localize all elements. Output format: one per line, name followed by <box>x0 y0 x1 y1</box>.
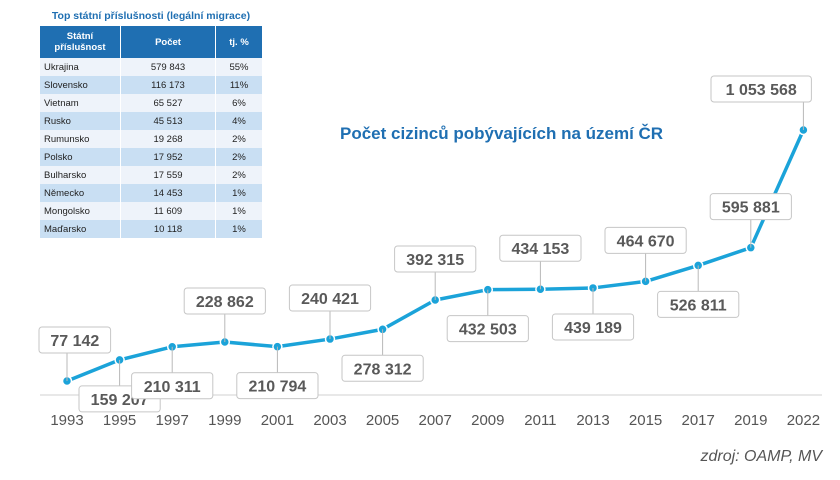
table-row: Ukrajina 579 843 55% <box>40 58 262 76</box>
x-tick-label: 1993 <box>50 412 83 429</box>
data-label: 434 153 <box>511 241 569 258</box>
data-label: 77 142 <box>50 333 99 350</box>
table-body: Ukrajina 579 843 55% Slovensko 116 173 11% Vie… <box>40 58 262 238</box>
callout-box <box>499 234 582 262</box>
callout-box <box>709 193 792 221</box>
cell-count: 116 173 <box>120 76 216 94</box>
data-label: 392 315 <box>406 252 464 269</box>
callout-box <box>551 313 635 341</box>
data-label: 526 811 <box>670 297 727 314</box>
x-tick-label: 1999 <box>208 412 241 429</box>
cell-nationality: Rusko <box>40 112 121 130</box>
nationality-table-panel: Top státní příslušnosti (legální migrace… <box>40 10 262 238</box>
x-tick-label: 2022 <box>787 412 820 429</box>
callout-box <box>710 75 812 103</box>
cell-percent: 1% <box>215 220 262 238</box>
callout-box <box>183 287 266 315</box>
cell-percent: 11% <box>215 76 262 94</box>
cell-percent: 1% <box>215 184 262 202</box>
cell-percent: 2% <box>215 130 262 148</box>
callout-box <box>657 290 740 318</box>
cell-nationality: Ukrajina <box>40 58 121 76</box>
x-tick-label: 1995 <box>103 412 136 429</box>
cell-percent: 6% <box>215 94 262 112</box>
x-tick-label: 2009 <box>471 412 504 429</box>
data-label: 210 794 <box>248 379 306 396</box>
table-row: Bulharsko 17 559 2% <box>40 166 262 184</box>
table-title: Top státní příslušnosti (legální migrace… <box>51 10 251 22</box>
table-row: Polsko 17 952 2% <box>40 148 262 166</box>
callout-box <box>288 284 372 312</box>
cell-count: 579 843 <box>120 58 216 76</box>
cell-count: 17 559 <box>120 166 216 184</box>
data-label: 278 312 <box>354 361 412 378</box>
x-tick-label: 2005 <box>366 412 399 429</box>
cell-percent: 4% <box>215 112 262 130</box>
x-tick-label: 1997 <box>156 412 189 429</box>
callout-box <box>131 372 214 400</box>
x-tick-label: 2003 <box>313 412 346 429</box>
cell-count: 45 513 <box>120 112 216 130</box>
x-tick-label: 2017 <box>682 412 715 429</box>
cell-percent: 55% <box>215 58 262 76</box>
cell-nationality: Vietnam <box>40 94 121 112</box>
cell-nationality: Maďarsko <box>40 220 121 238</box>
cell-nationality: Rumunsko <box>40 130 121 148</box>
table-header-row: Státní příslušnost Počet tj. % <box>40 26 262 58</box>
source-note: zdroj: OAMP, MV <box>700 448 822 465</box>
table-row: Maďarsko 10 118 1% <box>40 220 262 238</box>
callout-box <box>236 372 319 400</box>
x-tick-label: 2011 <box>524 412 556 429</box>
data-label: 439 189 <box>564 320 622 337</box>
x-tick-label: 2001 <box>261 412 294 429</box>
cell-nationality: Polsko <box>40 148 121 166</box>
data-label: 595 881 <box>722 200 780 217</box>
cell-nationality: Slovensko <box>40 76 121 94</box>
header-nationality: Státní příslušnost <box>40 26 121 58</box>
x-tick-label: 2007 <box>419 412 452 429</box>
cell-count: 14 453 <box>120 184 216 202</box>
chart-title: Počet cizinců pobývajících na území ČR <box>340 124 664 143</box>
callout-box <box>604 226 687 254</box>
data-label: 240 421 <box>301 291 359 308</box>
data-label: 210 311 <box>144 379 201 396</box>
data-label: 1 053 568 <box>726 82 797 99</box>
cell-nationality: Bulharsko <box>40 166 121 184</box>
cell-count: 17 952 <box>120 148 216 166</box>
cell-nationality: Mongolsko <box>40 202 121 220</box>
header-count: Počet <box>120 26 216 58</box>
data-label: 228 862 <box>196 294 254 311</box>
table-row: Vietnam 65 527 6% <box>40 94 262 112</box>
data-label: 432 503 <box>459 322 517 339</box>
header-percent: tj. % <box>215 26 262 58</box>
table-row: Slovensko 116 173 11% <box>40 76 262 94</box>
cell-count: 65 527 <box>120 94 216 112</box>
cell-count: 19 268 <box>120 130 216 148</box>
cell-count: 11 609 <box>120 202 216 220</box>
cell-percent: 1% <box>215 202 262 220</box>
table-row: Rumunsko 19 268 2% <box>40 130 262 148</box>
cell-percent: 2% <box>215 166 262 184</box>
cell-count: 10 118 <box>120 220 216 238</box>
cell-percent: 2% <box>215 148 262 166</box>
x-tick-label: 2019 <box>734 412 767 429</box>
x-tick-label: 2013 <box>576 412 609 429</box>
nationality-table: Státní příslušnost Počet tj. % Ukrajina 5… <box>40 26 262 238</box>
callout-box <box>446 315 529 343</box>
cell-nationality: Německo <box>40 184 121 202</box>
table-row: Rusko 45 513 4% <box>40 112 262 130</box>
data-label: 464 670 <box>617 233 675 250</box>
callout-box <box>38 326 112 354</box>
table-row: Mongolsko 11 609 1% <box>40 202 262 220</box>
callout-box <box>394 245 477 273</box>
x-tick-label: 2015 <box>629 412 662 429</box>
callout-box <box>341 354 424 382</box>
table-row: Německo 14 453 1% <box>40 184 262 202</box>
